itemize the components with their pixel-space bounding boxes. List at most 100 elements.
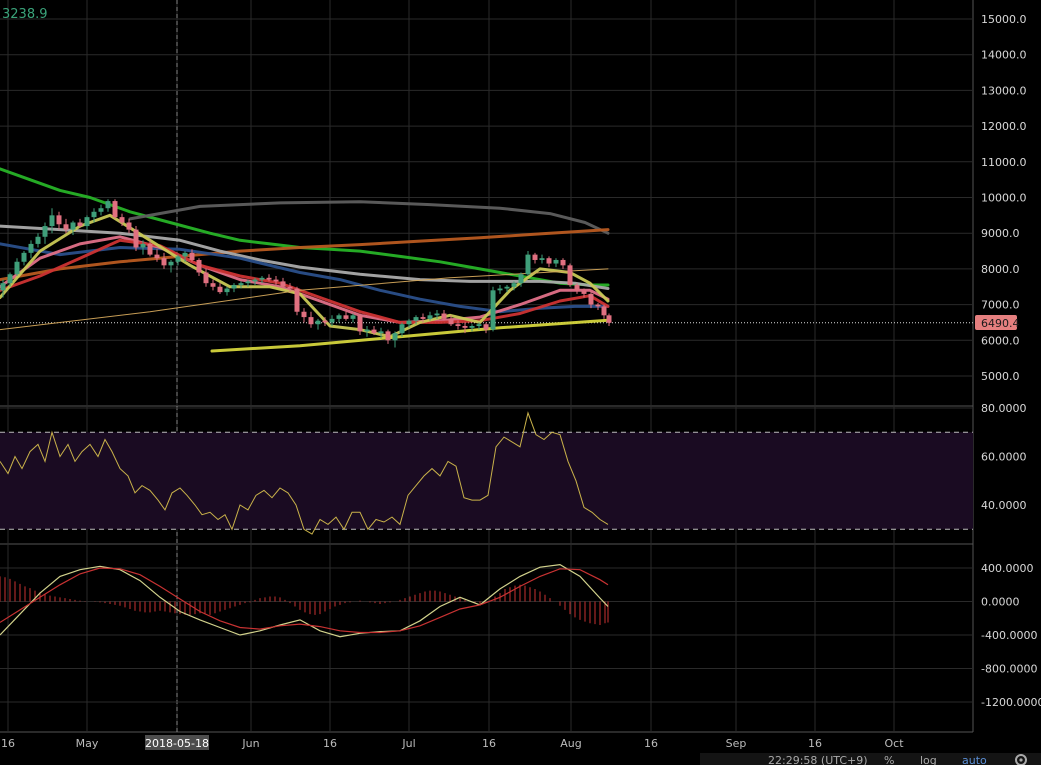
candle-body [35, 236, 41, 244]
macd-panel[interactable] [0, 563, 609, 638]
price-tick-label: 11000.0 [981, 156, 1027, 169]
candle-body [532, 254, 538, 260]
candle-body [7, 274, 13, 284]
last-price-label: 6490.4 [981, 317, 1020, 330]
candle-body [364, 329, 370, 332]
auto-toggle[interactable]: auto [962, 754, 987, 765]
candle-body [224, 288, 230, 293]
candle-body [490, 290, 496, 330]
candle-body [427, 315, 433, 319]
price-series-line [0, 228, 610, 282]
time-tick-label: May [76, 737, 99, 750]
candle-body [560, 259, 566, 266]
log-toggle[interactable]: log [920, 754, 937, 765]
candle-body [336, 315, 342, 319]
price-tick-label: 15000.0 [981, 13, 1027, 26]
candle-body [77, 222, 83, 227]
time-tick-label: Oct [884, 737, 904, 750]
price-tick-label: 6000.0 [981, 334, 1020, 347]
candle-body [294, 288, 300, 312]
candle-body [28, 243, 34, 253]
candle-body [84, 217, 90, 227]
candle-body [217, 286, 223, 293]
candle-body [238, 283, 244, 285]
candle-body [189, 252, 195, 260]
candle-body [413, 317, 419, 321]
candle-body [196, 259, 202, 273]
candle-body [168, 261, 174, 266]
time-tick-label: 16 [323, 737, 337, 750]
candle-body [378, 331, 384, 334]
price-tick-label: 8000.0 [981, 263, 1020, 276]
candle-body [483, 324, 489, 330]
candle-body [231, 284, 237, 289]
candle-body [546, 258, 552, 264]
crosshair-date-badge [145, 735, 209, 750]
candle-body [469, 326, 475, 328]
macd-line [0, 563, 609, 638]
price-series-line [0, 167, 610, 287]
rsi-line [0, 411, 609, 535]
last-price-badge [975, 315, 1017, 330]
percent-toggle[interactable]: % [884, 754, 894, 765]
candle-body [322, 320, 328, 323]
candle-body [98, 208, 104, 212]
time-tick-label: Jul [401, 737, 415, 750]
macd-tick-label: 0.0000 [981, 596, 1020, 609]
candle-body [70, 222, 76, 230]
price-series-line [0, 268, 609, 331]
price-tick-label: 5000.0 [981, 370, 1020, 383]
price-series-line [0, 213, 610, 339]
price-series-line [0, 224, 610, 290]
candle-body [399, 324, 405, 334]
candle-body [455, 324, 461, 327]
time-tick-label: 16 [1, 737, 15, 750]
candle-body [21, 252, 27, 262]
candle-body [497, 288, 503, 291]
candle-body [126, 222, 132, 230]
macd-tick-label: -400.0000 [981, 629, 1037, 642]
rsi-panel[interactable] [0, 411, 973, 535]
candle-body [329, 318, 335, 323]
macd-tick-label: 400.0000 [981, 562, 1034, 575]
candle-body [567, 265, 573, 285]
candle-body [371, 329, 377, 334]
candle-body [476, 324, 482, 327]
candle-body [147, 243, 153, 255]
candle-body [308, 317, 314, 325]
macd-tick-label: -1200.0000 [981, 696, 1041, 709]
candle-body [595, 304, 601, 307]
macd-line [0, 567, 609, 634]
price-series-line [210, 318, 610, 353]
candle-body [252, 279, 258, 282]
candle-body [105, 201, 111, 209]
candle-body [539, 258, 545, 260]
candle-body [392, 333, 398, 341]
last-price-marker: 6490.4 [975, 315, 1020, 330]
candle-body [161, 258, 167, 266]
candle-body [266, 277, 272, 280]
axes-layer: 15000.0 14000.0 13000.0 12000.0 11000.0 10000… [1, 13, 1041, 750]
candle-body [42, 226, 48, 237]
candle-body [49, 215, 55, 227]
rsi-tick-label: 60.0000 [981, 451, 1027, 464]
candle-body [441, 313, 447, 319]
time-tick-label: Jun [241, 737, 259, 750]
candle-body [245, 281, 251, 284]
grid-layer [0, 0, 974, 733]
candle-body [553, 259, 559, 264]
candle-body [504, 286, 510, 289]
price-tick-label: 12000.0 [981, 120, 1027, 133]
rsi-band [0, 432, 973, 530]
gear-icon[interactable] [1015, 754, 1027, 765]
price-panel[interactable] [0, 167, 612, 353]
rsi-tick-label: 80.0000 [981, 402, 1027, 415]
candle-body [175, 256, 181, 262]
candle-body [119, 217, 125, 223]
candle-body [182, 252, 188, 257]
candle-body [315, 320, 321, 325]
candle-body [63, 224, 69, 230]
candle-body [301, 311, 307, 318]
price-series-line [128, 200, 610, 235]
